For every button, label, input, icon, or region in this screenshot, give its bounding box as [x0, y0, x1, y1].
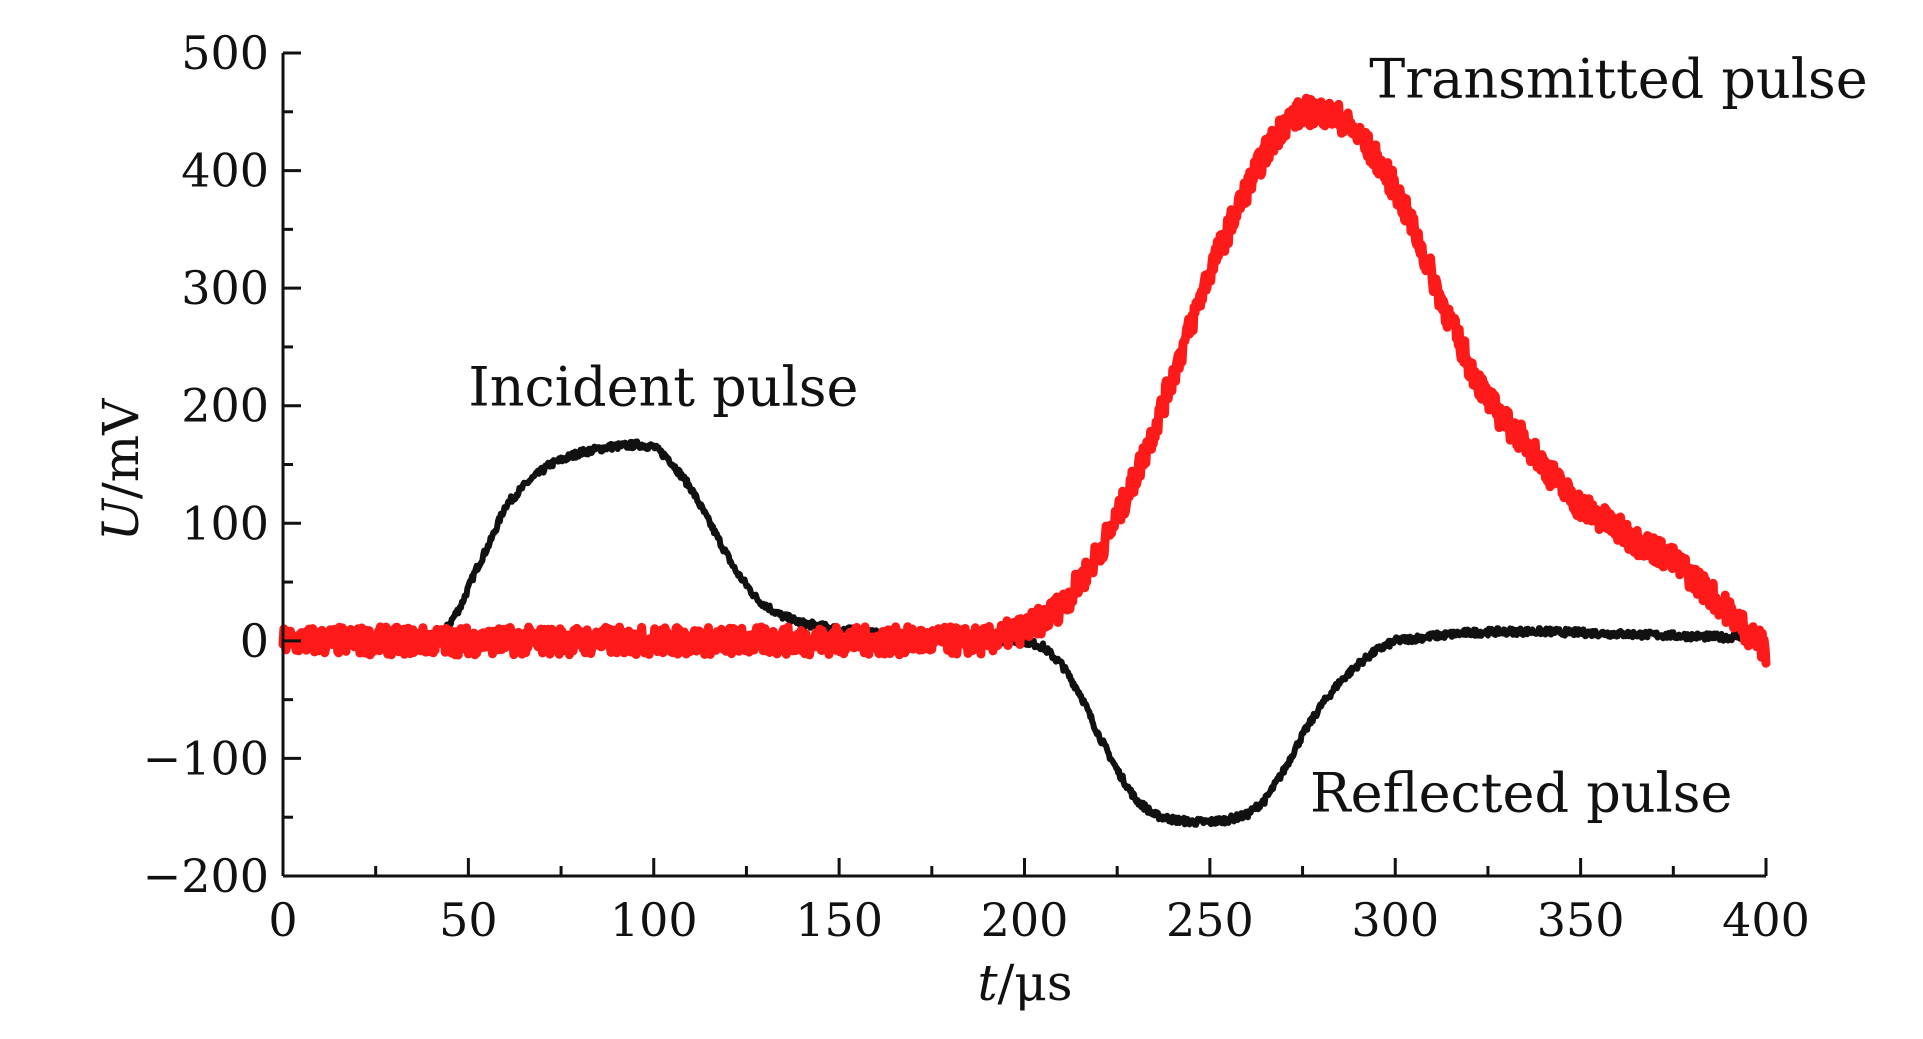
x-tick-label: 50	[439, 893, 498, 947]
y-tick-label: −200	[143, 849, 269, 903]
x-tick-label: 350	[1537, 893, 1625, 947]
x-tick-label: 300	[1351, 893, 1439, 947]
y-tick-label: 0	[240, 614, 269, 668]
y-tick-label: 300	[181, 261, 269, 315]
x-tick-label: 250	[1166, 893, 1254, 947]
x-tick-label: 0	[268, 893, 297, 947]
x-tick-label: 100	[610, 893, 698, 947]
x-tick-label: 400	[1722, 893, 1810, 947]
annotation-transmitted-pulse: Transmitted pulse	[1369, 48, 1867, 111]
series-layer	[278, 93, 1771, 828]
y-tick-label: −100	[143, 731, 269, 785]
x-tick-label: 150	[795, 893, 883, 947]
y-tick-label: 200	[181, 379, 269, 433]
y-tick-label: 100	[181, 496, 269, 550]
y-tick-label: 400	[181, 144, 269, 198]
annotation-reflected-pulse: Reflected pulse	[1310, 761, 1733, 824]
tick-labels: −200 −100 0 100 200 300 400 500 0 50 100 150 200 250 3…	[143, 26, 1810, 947]
y-axis-title: U/mV	[92, 398, 150, 541]
annotation-incident-pulse: Incident pulse	[468, 356, 858, 419]
y-tick-label: 500	[181, 26, 269, 80]
x-tick-label: 200	[981, 893, 1069, 947]
axes	[281, 51, 1768, 878]
x-axis-title: t/μs	[977, 954, 1072, 1012]
series-line-1	[278, 93, 1771, 668]
